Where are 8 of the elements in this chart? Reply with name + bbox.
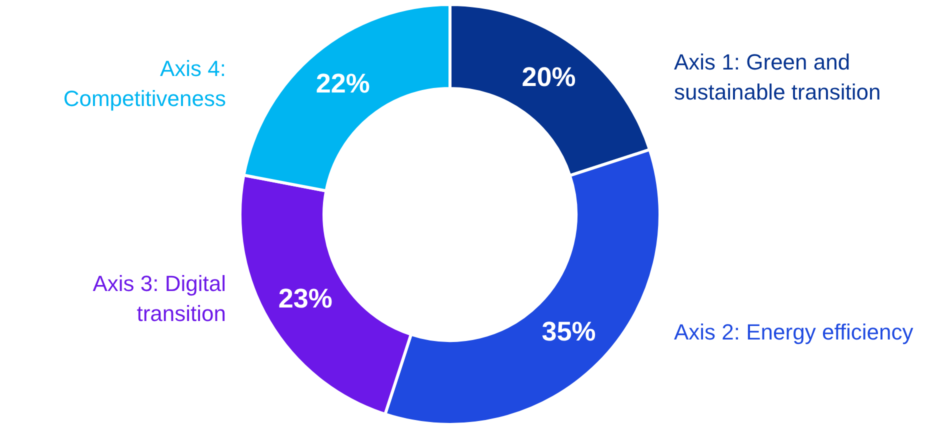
- slice-label: Axis 2: Energy efficiency: [674, 319, 914, 344]
- slice-label: Axis 4: Competitiveness: [63, 56, 226, 112]
- data-label: 35%: [542, 316, 596, 347]
- slice-label: Axis 3: Digital transition: [92, 271, 226, 326]
- data-label: 20%: [522, 62, 576, 92]
- slice-label: Axis 1: Green and sustainable transition: [674, 50, 881, 105]
- data-label: 23%: [278, 283, 332, 314]
- data-label: 22%: [316, 68, 370, 99]
